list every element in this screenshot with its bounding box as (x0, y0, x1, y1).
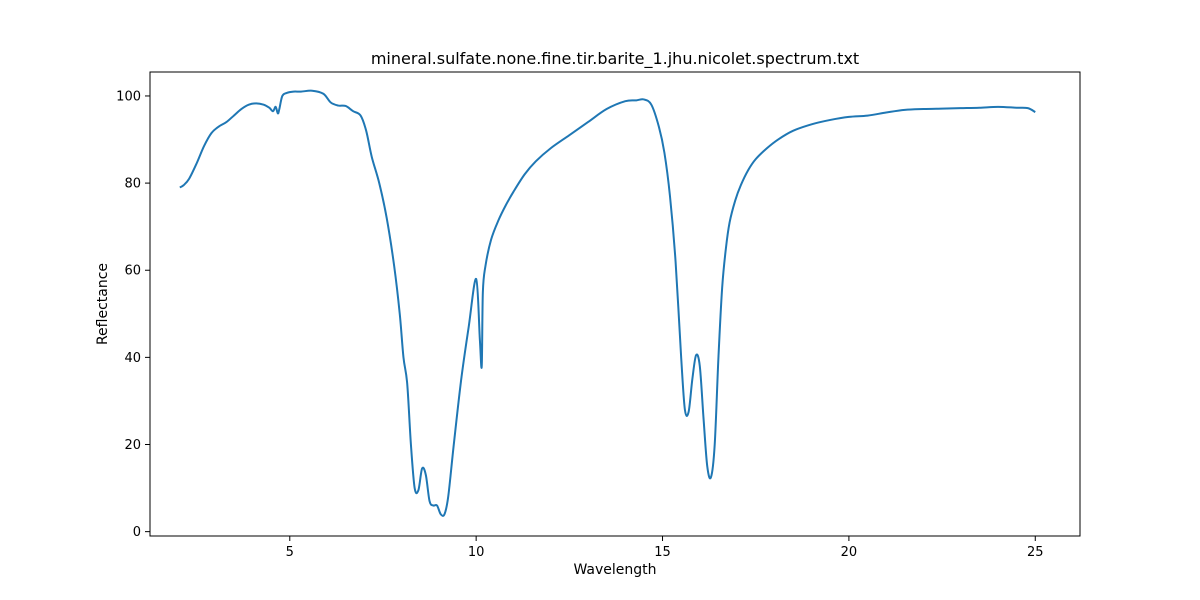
y-tick-label: 80 (124, 177, 141, 192)
x-axis-label: Wavelength (573, 562, 656, 578)
reflectance-series-line (179, 89, 1036, 517)
x-tick-label: 15 (654, 545, 671, 560)
y-tick-label: 40 (124, 351, 141, 366)
x-tick-label: 20 (841, 545, 858, 560)
x-tick-label: 25 (1027, 545, 1044, 560)
axes-frame (149, 71, 1081, 537)
y-tick-label: 100 (116, 89, 141, 104)
y-tick-label: 20 (124, 438, 141, 453)
y-axis-label: Reflectance (95, 263, 111, 345)
y-tick-label: 0 (133, 525, 141, 540)
x-axis-ticks: 5 10 15 20 25 (286, 536, 1044, 560)
y-axis-ticks: 0 20 40 60 80 100 (116, 89, 150, 540)
chart-title: mineral.sulfate.none.fine.tir.barite_1.j… (371, 49, 859, 69)
line-layer (179, 89, 1036, 517)
y-tick-label: 60 (124, 264, 141, 279)
x-tick-label: 5 (286, 545, 294, 560)
plot-area (149, 71, 1081, 537)
x-tick-label: 10 (468, 545, 485, 560)
